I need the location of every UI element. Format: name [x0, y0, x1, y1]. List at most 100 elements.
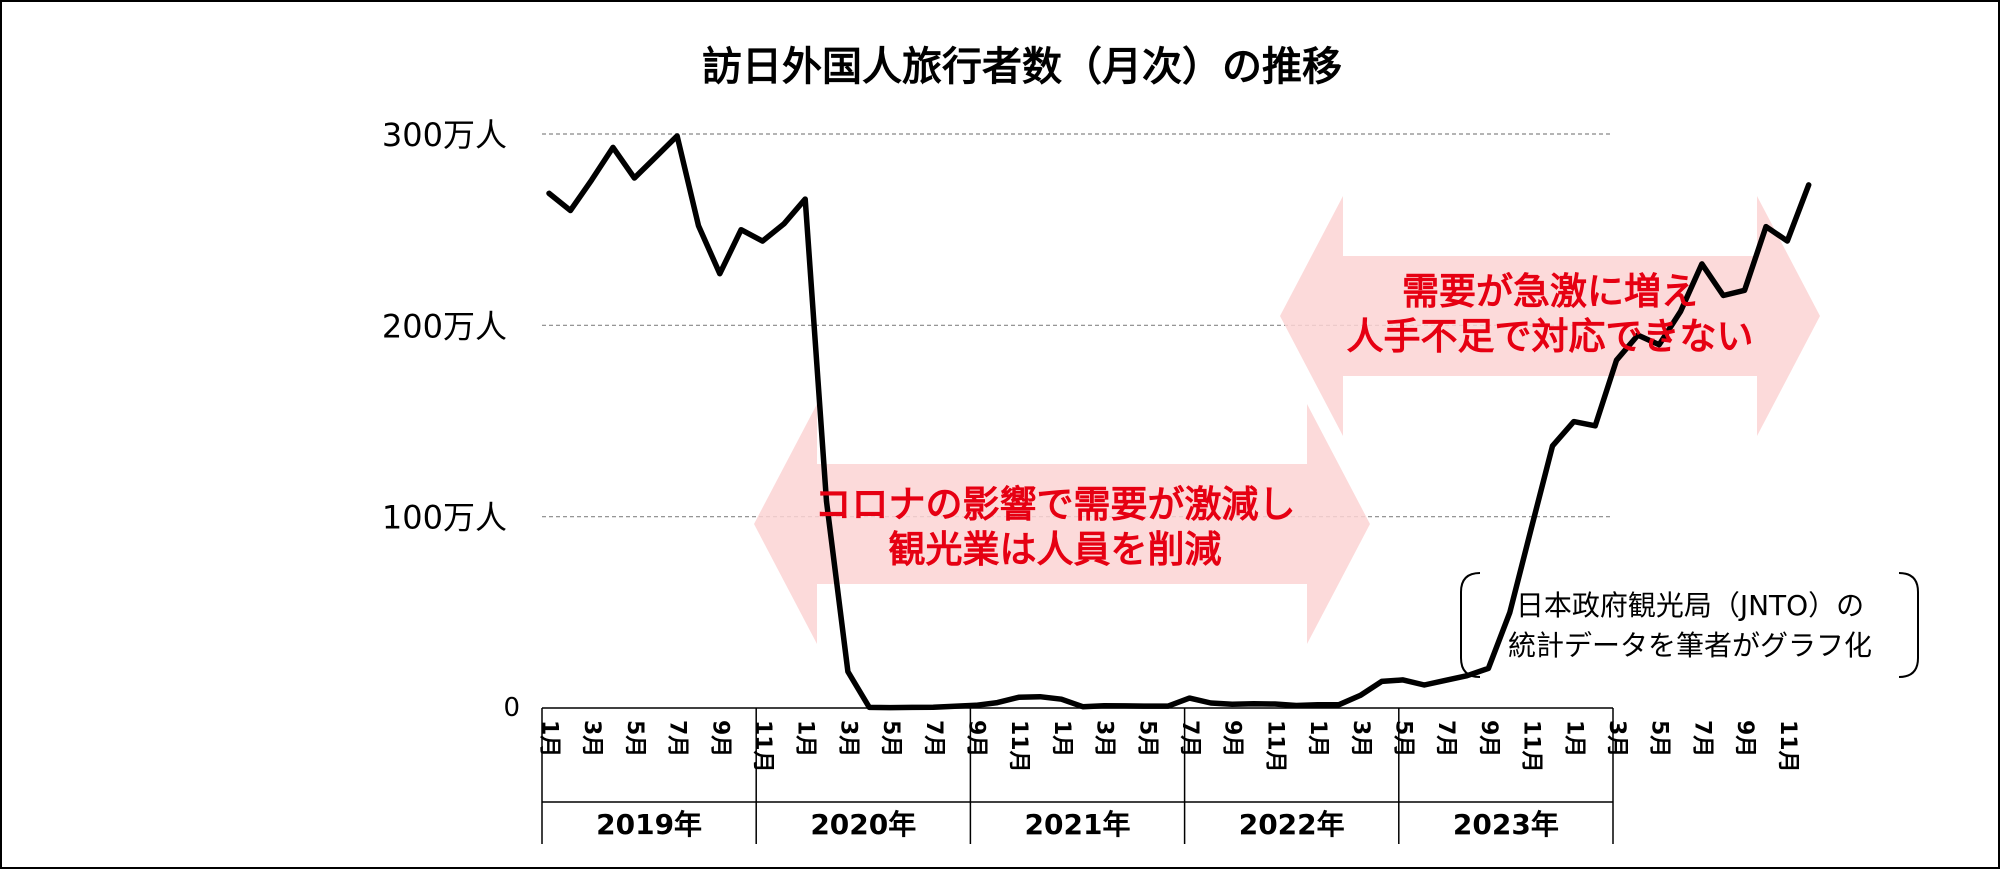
data-point-2021-03: [1102, 704, 1106, 708]
data-point-2019-10: [739, 228, 743, 232]
data-point-2020-09: [974, 703, 978, 707]
data-point-2022-09: [1486, 666, 1490, 670]
data-point-2022-11: [1529, 527, 1533, 531]
data-point-2023-02: [1593, 424, 1597, 428]
year-label-4: 2022年: [1239, 808, 1345, 841]
month-label-1-5: 9月: [707, 720, 732, 757]
y-tick-label-200: 200万人: [382, 307, 507, 345]
month-label-4-5: 9月: [1476, 720, 1501, 757]
month-label-2-3: 5月: [878, 720, 903, 757]
annotation-arrows: [754, 196, 1820, 644]
data-point-2021-12: [1294, 704, 1298, 708]
data-point-2021-11: [1273, 702, 1277, 706]
data-point-2022-12: [1550, 444, 1554, 448]
month-label-5-5: 9月: [1732, 720, 1757, 757]
year-label-2: 2020年: [810, 808, 916, 841]
data-point-2021-04: [1123, 704, 1127, 708]
month-label-2-5: 9月: [964, 720, 989, 757]
source-note-right-bracket: [1898, 572, 1919, 678]
year-label-5: 2023年: [1453, 808, 1559, 841]
y-tick-label-100: 100万人: [382, 499, 507, 537]
month-label-3-4: 7月: [1177, 720, 1202, 757]
data-point-2023-10: [1764, 225, 1768, 229]
data-point-2023-03: [1615, 358, 1618, 362]
data-point-2020-11: [1017, 695, 1021, 699]
source-note-line-1: 日本政府観光局（JNTO）の: [1516, 589, 1864, 622]
month-label-5-2: 3月: [1604, 720, 1629, 757]
data-point-2021-05: [1145, 704, 1149, 708]
data-point-2021-09: [1230, 702, 1234, 706]
data-point-2022-10: [1508, 611, 1512, 615]
data-point-2023-07: [1700, 262, 1704, 266]
data-point-2020-04: [867, 705, 871, 709]
data-point-2019-05: [632, 176, 636, 180]
month-label-4-4: 7月: [1433, 720, 1458, 757]
month-label-5-4: 7月: [1689, 720, 1714, 757]
month-label-2-4: 7月: [921, 720, 946, 757]
data-point-2019-03: [590, 178, 594, 182]
annotation-2-line-1: 需要が急激に増え: [1402, 270, 1698, 313]
month-label-4-2: 3月: [1348, 720, 1373, 757]
data-point-2021-01: [1059, 697, 1063, 701]
annotation-arrow-1: [754, 404, 1370, 644]
data-point-2022-01: [1316, 703, 1320, 707]
month-label-3-5: 9月: [1220, 720, 1245, 757]
annotation-1-line-2: 観光業は人員を削減: [889, 528, 1222, 571]
month-label-1-6: 11月: [750, 720, 775, 773]
month-label-1-2: 3月: [579, 720, 604, 757]
annotation-1-line-1: コロナの影響で需要が激減し: [815, 483, 1296, 526]
year-label-3: 2021年: [1025, 808, 1131, 841]
month-label-4-1: 1月: [1305, 720, 1330, 757]
month-label-1-1: 1月: [537, 720, 562, 757]
data-point-2021-06: [1166, 704, 1170, 708]
data-point-2020-07: [931, 705, 935, 709]
data-point-2019-07: [675, 134, 679, 138]
y-tick-label-0: 0: [503, 693, 520, 723]
data-point-2020-08: [953, 704, 957, 708]
data-point-2021-08: [1209, 701, 1213, 705]
data-point-2022-05: [1401, 678, 1405, 682]
month-label-1-3: 5月: [622, 720, 647, 757]
data-point-2021-10: [1252, 702, 1256, 706]
month-label-2-2: 3月: [835, 720, 860, 757]
month-label-3-3: 5月: [1134, 720, 1159, 757]
data-point-2019-02: [568, 209, 572, 213]
series-line: [546, 133, 1812, 711]
data-point-2019-08: [696, 224, 700, 228]
y-tick-label-300: 300万人: [382, 116, 507, 154]
data-point-2023-11: [1785, 239, 1789, 243]
data-point-2023-01: [1572, 420, 1576, 424]
data-point-2020-12: [1038, 695, 1042, 699]
data-point-2020-02: [825, 499, 829, 503]
month-label-3-6: 11月: [1262, 720, 1287, 773]
source-note-line-2: 統計データを筆者がグラフ化: [1508, 629, 1872, 662]
month-label-2-1: 1月: [793, 720, 818, 757]
data-point-2021-07: [1188, 696, 1191, 700]
data-point-2022-07: [1444, 678, 1448, 682]
month-label-4-3: 5月: [1391, 720, 1416, 757]
y-axis-tick-labels: 0 100万人 200万人 300万人: [382, 116, 520, 723]
month-label-5-1: 1月: [1561, 720, 1586, 757]
month-label-1-4: 7月: [665, 720, 690, 757]
x-axis: 2019年 1月 3月 5月 7月 9月 11月 2020年 1月 3月 5月 7月 9月 11月 2021…: [537, 707, 1800, 844]
month-label-4-6: 11月: [1519, 720, 1544, 773]
data-point-2019-04: [611, 145, 615, 149]
month-label-5-3: 5月: [1647, 720, 1672, 757]
data-point-2022-06: [1422, 683, 1426, 687]
month-label-3-2: 3月: [1092, 720, 1117, 757]
month-label-5-6: 11月: [1775, 720, 1800, 773]
year-label-1: 2019年: [596, 808, 702, 841]
data-point-2023-12: [1807, 183, 1811, 187]
data-point-2019-11: [761, 239, 764, 243]
data-point-2023-09: [1743, 288, 1747, 292]
source-note-left-bracket: [1460, 572, 1481, 678]
data-point-2021-02: [1081, 705, 1085, 709]
data-point-2019-01: [547, 191, 551, 195]
source-note: 日本政府観光局（JNTO）の 統計データを筆者がグラフ化: [1460, 572, 1919, 678]
data-point-2020-05: [889, 706, 893, 710]
data-point-2022-04: [1380, 679, 1384, 683]
data-point-2023-08: [1721, 293, 1725, 297]
